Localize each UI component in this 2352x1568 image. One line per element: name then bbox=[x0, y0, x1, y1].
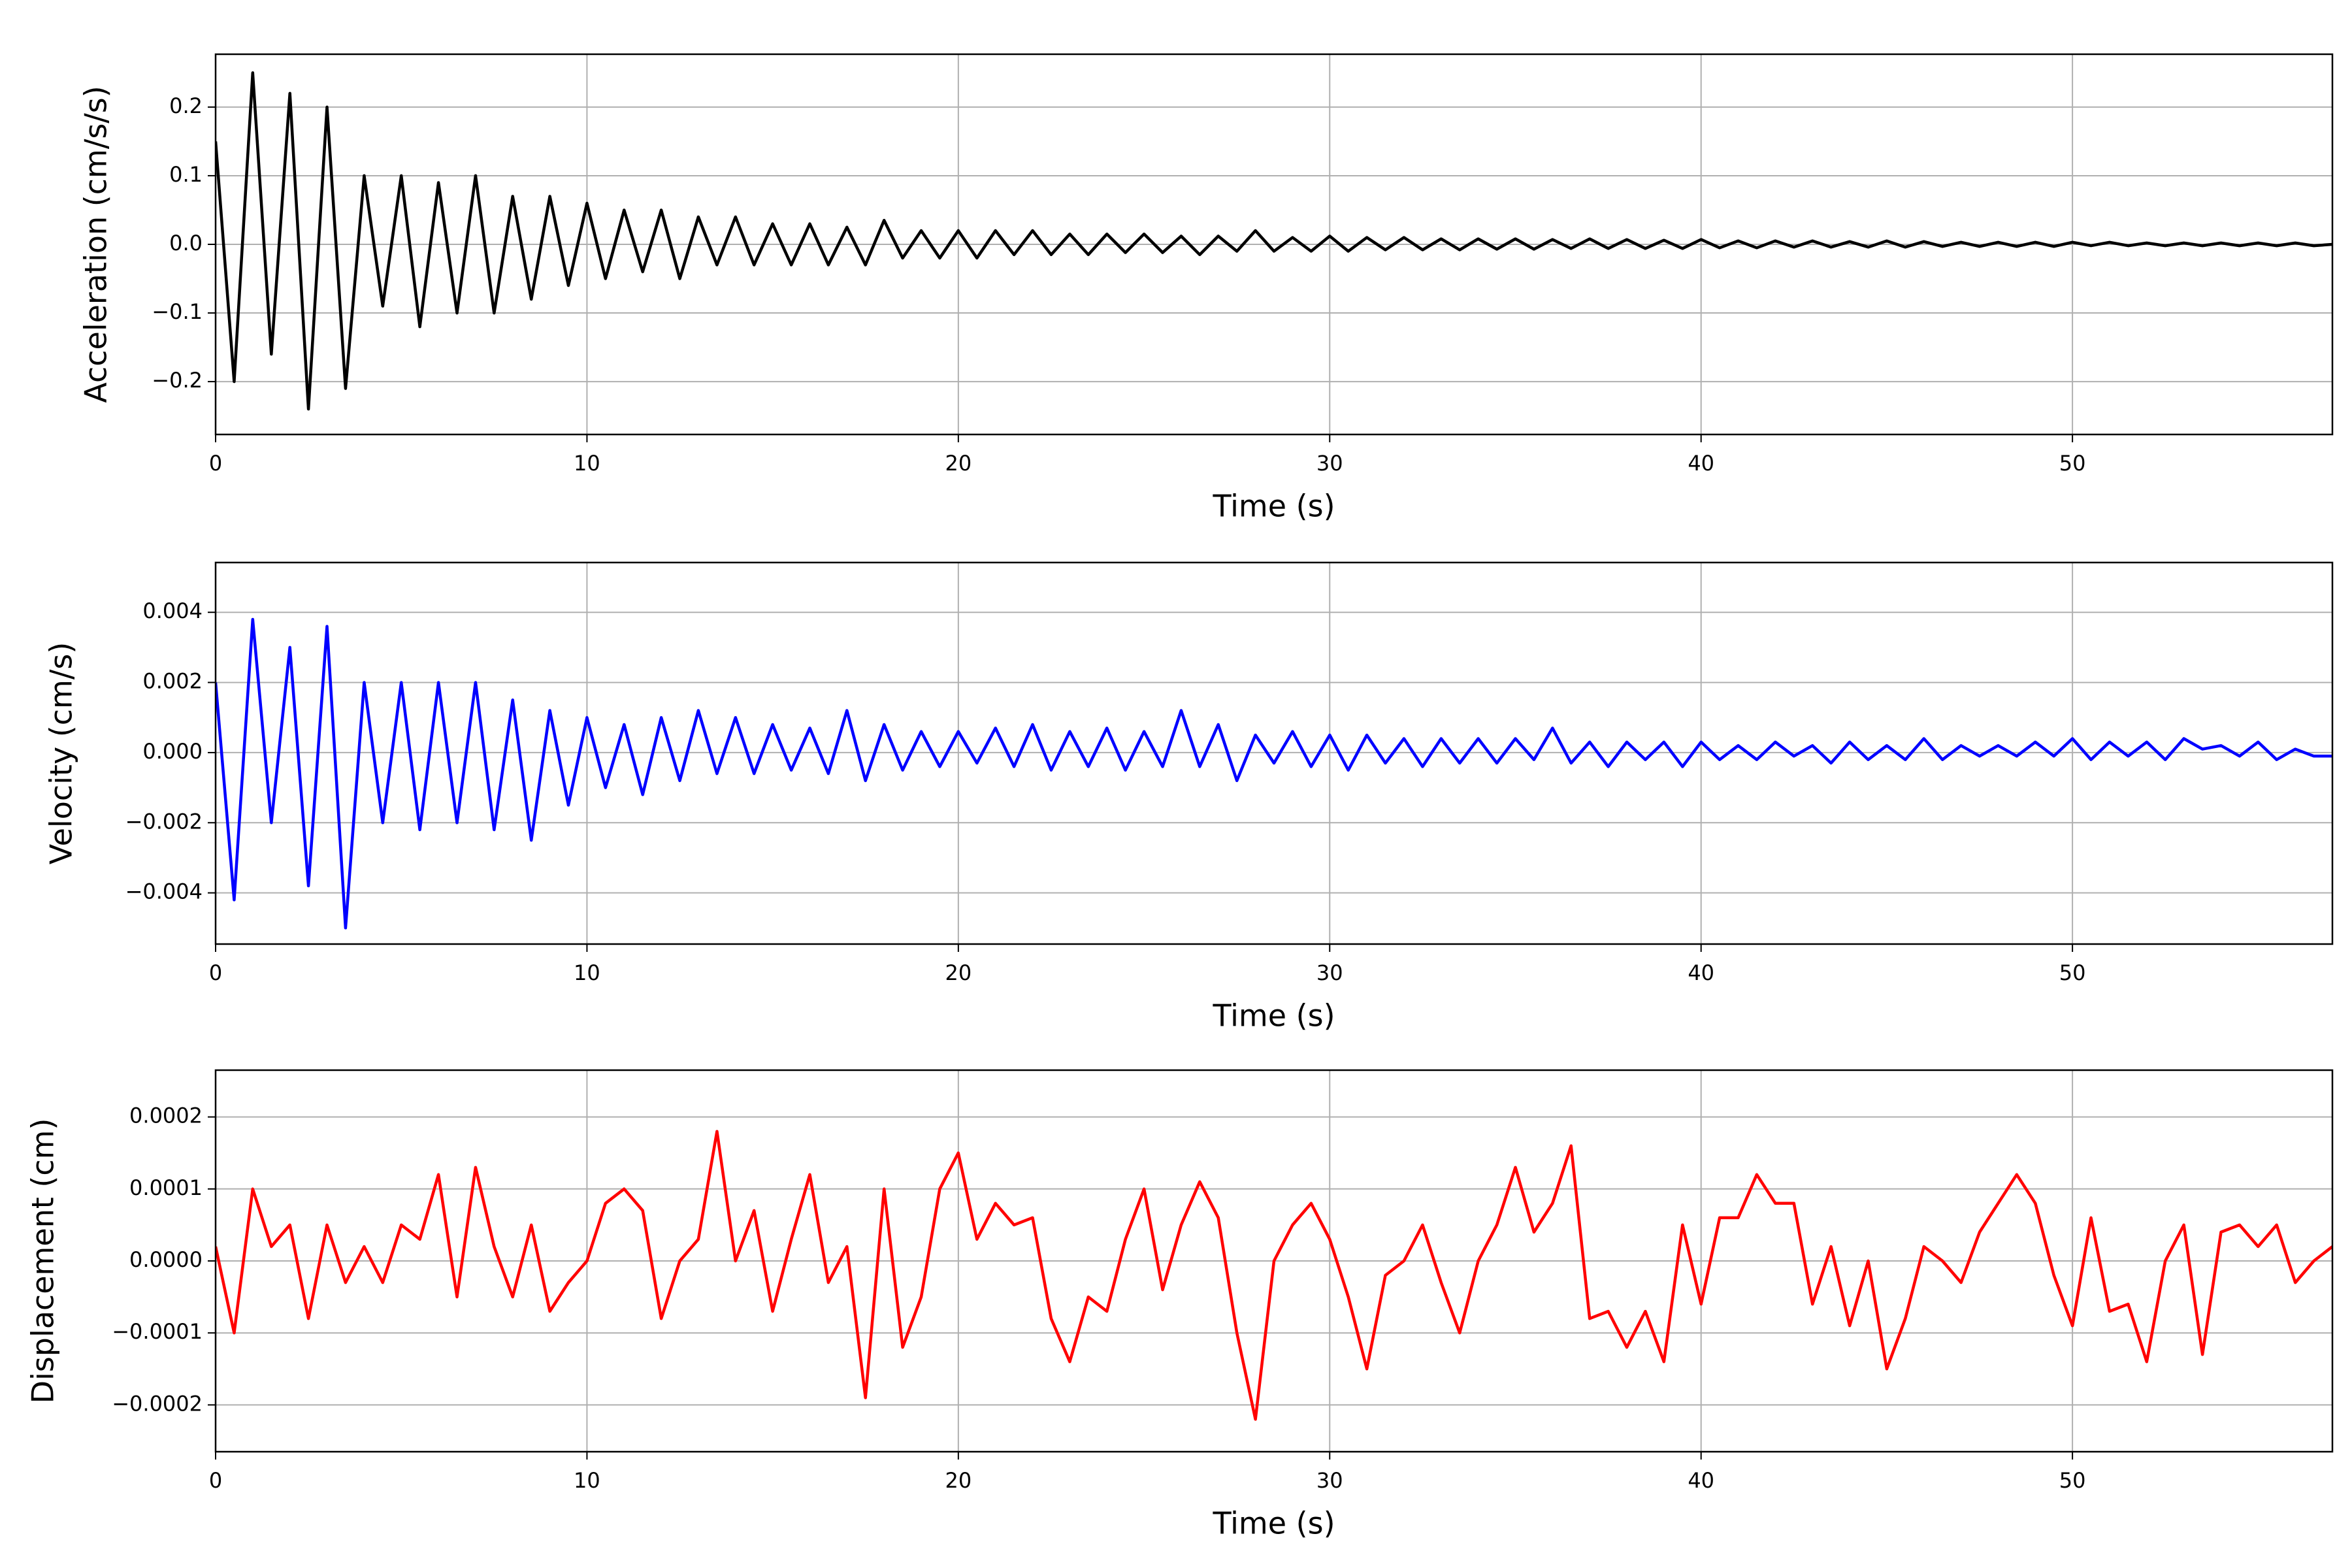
x-tick-label: 20 bbox=[945, 960, 972, 985]
x-tick-label: 30 bbox=[1316, 1468, 1343, 1493]
y-tick-label: −0.0002 bbox=[112, 1391, 203, 1416]
y-tick-label: −0.0001 bbox=[112, 1319, 203, 1344]
y-tick-label: −0.002 bbox=[125, 809, 203, 834]
x-tick-label: 0 bbox=[209, 1468, 222, 1493]
x-tick-label: 0 bbox=[209, 451, 222, 476]
x-tick-label: 10 bbox=[574, 451, 600, 476]
x-tick-label: 30 bbox=[1316, 451, 1343, 476]
y-axis-label: Velocity (cm/s) bbox=[44, 642, 79, 865]
y-tick-label: −0.2 bbox=[152, 368, 203, 393]
x-tick-label: 40 bbox=[1688, 960, 1714, 985]
y-tick-label: 0.004 bbox=[142, 598, 203, 623]
x-tick-label: 40 bbox=[1688, 1468, 1714, 1493]
axes-frame bbox=[214, 561, 2334, 945]
x-tick-label: 50 bbox=[2059, 451, 2086, 476]
x-tick-label: 10 bbox=[574, 1468, 600, 1493]
plot-area bbox=[216, 1130, 2332, 1421]
x-axis-label: Time (s) bbox=[1212, 489, 1335, 524]
y-tick-label: 0.0000 bbox=[129, 1247, 203, 1272]
data-line bbox=[216, 71, 2332, 411]
x-axis-label: Time (s) bbox=[1212, 1506, 1335, 1541]
x-axis-label: Time (s) bbox=[1212, 998, 1335, 1034]
data-line bbox=[216, 1130, 2332, 1421]
y-tick-label: −0.004 bbox=[125, 879, 203, 904]
y-axis-label: Acceleration (cm/s/s) bbox=[78, 86, 114, 402]
plot-area bbox=[216, 71, 2332, 411]
y-tick-label: 0.000 bbox=[142, 739, 203, 764]
y-tick-label: 0.0002 bbox=[129, 1103, 203, 1128]
x-tick-label: 10 bbox=[574, 960, 600, 985]
y-tick-label: 0.0 bbox=[169, 231, 203, 255]
y-tick-label: 0.002 bbox=[142, 669, 203, 694]
plot-area bbox=[216, 617, 2332, 930]
x-tick-label: 50 bbox=[2059, 1468, 2086, 1493]
y-tick-label: 0.0001 bbox=[129, 1175, 203, 1200]
x-tick-label: 50 bbox=[2059, 960, 2086, 985]
y-tick-label: 0.2 bbox=[169, 93, 203, 118]
axes-frame bbox=[214, 1069, 2334, 1453]
y-axis-label: Displacement (cm) bbox=[25, 1119, 61, 1404]
x-tick-label: 20 bbox=[945, 1468, 972, 1493]
x-tick-label: 40 bbox=[1688, 451, 1714, 476]
data-line bbox=[216, 617, 2332, 930]
x-tick-label: 0 bbox=[209, 960, 222, 985]
y-tick-label: 0.1 bbox=[169, 162, 203, 187]
x-tick-label: 30 bbox=[1316, 960, 1343, 985]
x-tick-label: 20 bbox=[945, 451, 972, 476]
y-tick-label: −0.1 bbox=[152, 299, 203, 324]
axes-frame bbox=[214, 53, 2334, 436]
